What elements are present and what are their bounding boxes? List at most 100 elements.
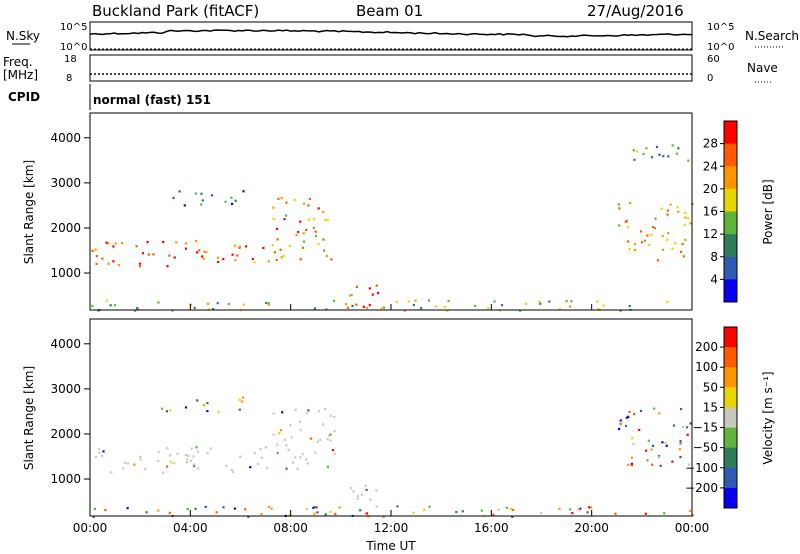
- heatmap-cell: [195, 446, 198, 449]
- heatmap-cell: [94, 455, 98, 459]
- colorbar-tick-label: 200: [695, 340, 718, 354]
- heatmap-cell: [344, 303, 348, 306]
- heatmap-cell: [663, 512, 666, 515]
- colorbar-tick-label: 15: [703, 400, 718, 414]
- heatmap-cell: [684, 216, 687, 219]
- heatmap-cell: [579, 507, 582, 510]
- heatmap-cell: [209, 447, 212, 450]
- heatmap-cell: [322, 238, 325, 241]
- heatmap-cell: [198, 249, 201, 252]
- heatmap-cell: [316, 506, 319, 509]
- heatmap-cell: [633, 243, 636, 246]
- heatmap-cell: [619, 422, 622, 425]
- heatmap-cell: [642, 152, 645, 156]
- heatmap-cell: [204, 505, 207, 508]
- velocity-y-axis: 1000 2000 3000 4000: [50, 337, 90, 486]
- heatmap-cell: [302, 246, 305, 249]
- heatmap-cell: [667, 232, 670, 235]
- heatmap-cell: [224, 200, 227, 203]
- colorbar-swatch: [724, 143, 737, 167]
- heatmap-cell: [509, 507, 512, 510]
- heatmap-cell: [643, 239, 646, 242]
- heatmap-cell: [375, 489, 378, 492]
- colorbar-swatch: [724, 279, 737, 303]
- heatmap-cell: [280, 256, 283, 259]
- heatmap-cell: [412, 511, 415, 514]
- heatmap-cell: [222, 506, 225, 509]
- heatmap-cell: [684, 211, 687, 214]
- heatmap-cell: [652, 226, 655, 229]
- heatmap-cell: [184, 454, 187, 457]
- power-panel: 1000 2000 3000 4000 Slant Range [km] 4 8 12 16…: [22, 112, 775, 313]
- heatmap-cell: [675, 152, 678, 155]
- heatmap-cell: [121, 242, 124, 245]
- heatmap-cell: [222, 258, 225, 261]
- heatmap-cell: [630, 456, 633, 459]
- heatmap-cell: [497, 508, 500, 511]
- heatmap-cell: [145, 511, 148, 514]
- velocity-colorbar-label: Velocity [m s⁻¹]: [761, 371, 775, 464]
- heatmap-cell: [365, 306, 368, 309]
- heatmap-cell: [679, 250, 683, 253]
- heatmap-cell: [133, 463, 136, 466]
- heatmap-cell: [627, 240, 630, 243]
- heatmap-cell: [146, 241, 149, 244]
- heatmap-cell: [676, 206, 679, 209]
- heatmap-cell: [365, 488, 368, 491]
- heatmap-cell: [326, 219, 329, 222]
- heatmap-cell: [265, 467, 268, 470]
- heatmap-cell: [349, 487, 352, 490]
- heatmap-cell: [671, 144, 674, 147]
- heatmap-cell: [687, 217, 690, 220]
- heatmap-cell: [362, 305, 365, 308]
- heatmap-cell: [294, 408, 297, 411]
- x-axis-label: Time UT: [365, 539, 416, 553]
- heatmap-cell: [338, 506, 341, 509]
- heatmap-cell: [647, 439, 650, 442]
- heatmap-cell: [655, 145, 659, 149]
- heatmap-cell: [639, 230, 643, 233]
- freq-tick-bottom: 8: [66, 73, 72, 84]
- heatmap-cell: [628, 248, 631, 251]
- heatmap-cell: [195, 239, 198, 243]
- heatmap-cell: [664, 441, 667, 445]
- heatmap-cell: [658, 153, 661, 156]
- heatmap-cell: [596, 300, 599, 303]
- y-tick-label: 2000: [50, 221, 81, 235]
- heatmap-cell: [267, 260, 270, 263]
- heatmap-cell: [134, 309, 137, 312]
- heatmap-cell: [640, 241, 643, 244]
- heatmap-cell: [645, 449, 648, 452]
- heatmap-cell: [627, 463, 630, 466]
- heatmap-cell: [349, 294, 352, 297]
- power-plot-bg: [90, 113, 692, 310]
- colorbar-swatch: [724, 487, 737, 509]
- heatmap-cell: [107, 242, 110, 245]
- heatmap-cell: [109, 304, 112, 307]
- heatmap-cell: [203, 250, 206, 253]
- heatmap-cell: [190, 459, 193, 462]
- velocity-colorbar: 200 100 50 15 −15 −50 −100 −200: [685, 326, 738, 509]
- beam-title: Beam 01: [356, 2, 423, 20]
- heatmap-cell: [646, 234, 649, 237]
- heatmap-cell: [539, 302, 542, 305]
- heatmap-cell: [173, 256, 176, 259]
- heatmap-cell: [256, 462, 259, 465]
- heatmap-cell: [625, 416, 628, 419]
- heatmap-cell: [305, 228, 308, 231]
- heatmap-cell: [683, 223, 686, 226]
- heatmap-cell: [326, 465, 329, 468]
- heatmap-cell: [618, 207, 621, 210]
- heatmap-cell: [244, 508, 247, 511]
- heatmap-cell: [382, 516, 385, 519]
- heatmap-cell: [139, 262, 142, 265]
- heatmap-cell: [299, 220, 302, 223]
- heatmap-cell: [205, 250, 208, 254]
- heatmap-cell: [525, 302, 528, 305]
- heatmap-cell: [650, 448, 653, 451]
- heatmap-cell: [632, 442, 635, 446]
- colorbar-tick-label: 12: [703, 227, 718, 241]
- heatmap-cell: [139, 455, 142, 458]
- heatmap-region-evening-band: [618, 407, 692, 467]
- heatmap-cell: [98, 448, 101, 451]
